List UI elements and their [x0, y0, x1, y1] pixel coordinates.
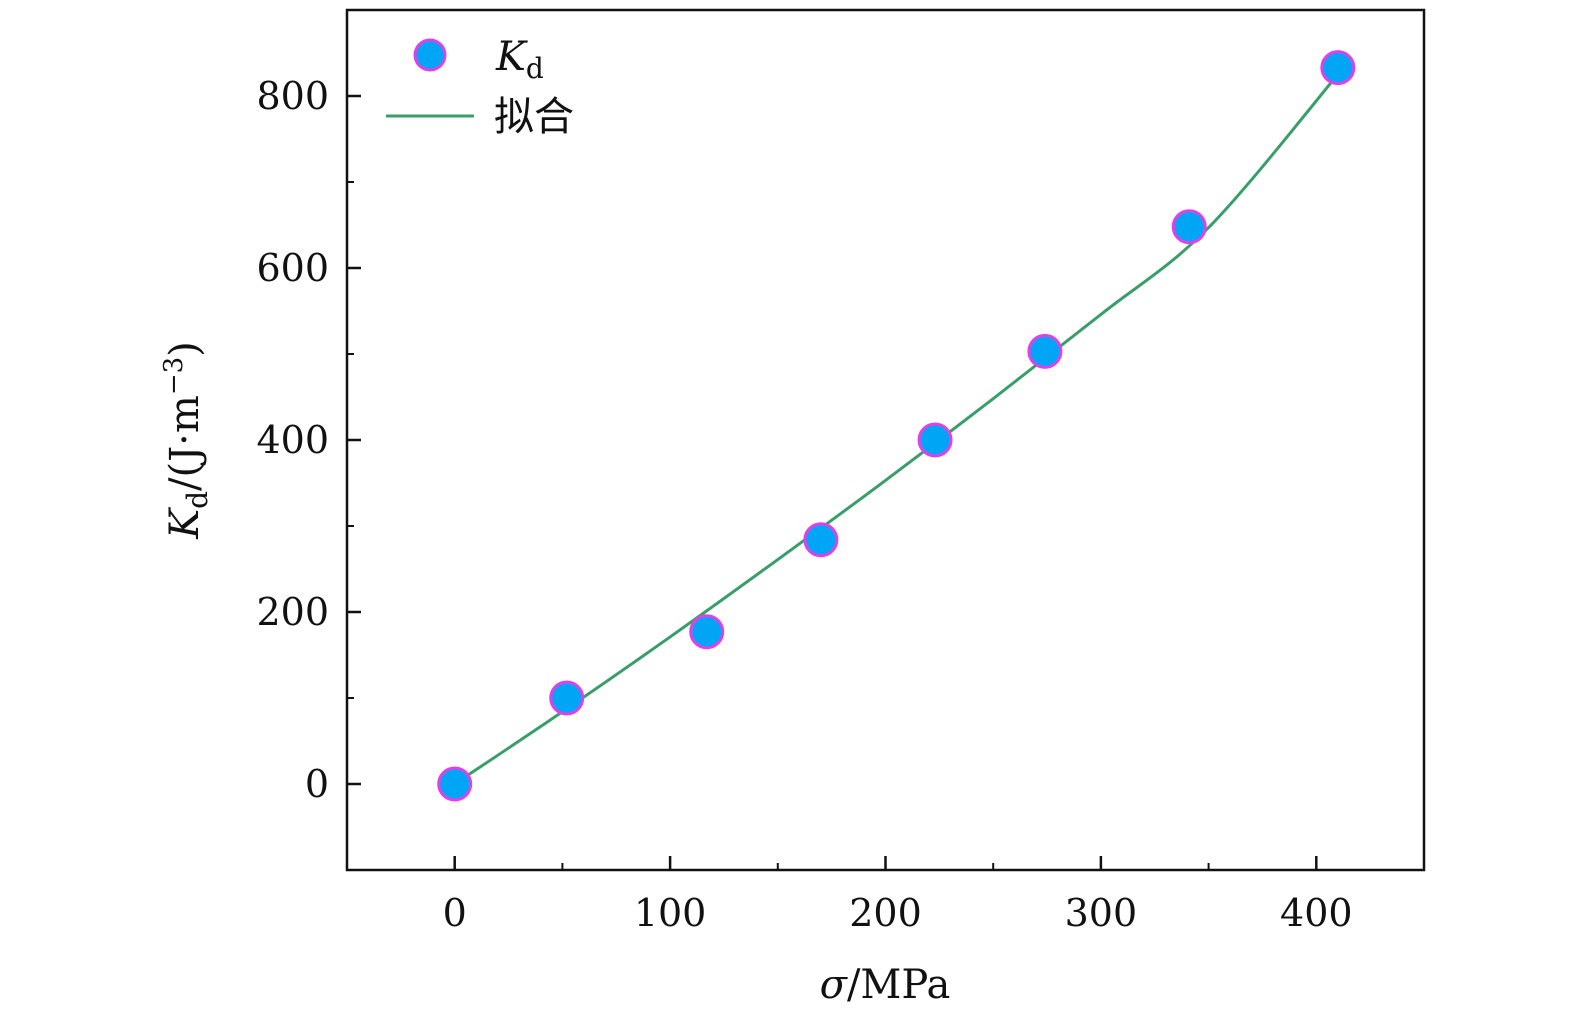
y-axis-superscript: −3	[159, 357, 189, 395]
y-axis-title: Kd/(J·m−3)	[159, 341, 214, 540]
x-tick-label: 400	[1280, 891, 1353, 935]
fit-line	[453, 73, 1339, 786]
y-tick-label: 0	[305, 762, 329, 806]
y-tick-label: 200	[256, 590, 329, 634]
data-point	[549, 680, 585, 716]
x-tick-label: 100	[634, 891, 707, 935]
legend: Kd 拟合	[386, 34, 574, 140]
y-tick-label: 800	[256, 74, 329, 118]
legend-kd-symbol: K	[495, 34, 528, 80]
y-axis-subscript: d	[181, 491, 214, 509]
x-tick-label: 300	[1065, 891, 1138, 935]
data-point	[917, 422, 953, 458]
data-point	[437, 766, 473, 802]
legend-marker-kd	[413, 38, 447, 72]
x-axis-unit: /MPa	[847, 962, 950, 1008]
data-point	[1171, 209, 1207, 245]
x-axis-ticks: 0 100 200 300 400	[443, 856, 1353, 935]
x-axis-title: σ/MPa	[820, 962, 951, 1008]
data-point	[1320, 50, 1356, 86]
x-tick-label: 0	[443, 891, 467, 935]
data-point	[1027, 333, 1063, 369]
y-tick-label: 400	[256, 418, 329, 462]
legend-kd-subscript: d	[526, 52, 544, 85]
data-point	[803, 522, 839, 558]
legend-label-fit: 拟合	[494, 94, 574, 140]
y-axis-ticks: 0 200 400 600 800	[256, 74, 361, 806]
data-point	[689, 614, 725, 650]
legend-label-kd: Kd	[495, 34, 544, 85]
y-axis-symbol: K	[162, 507, 208, 540]
data-points	[437, 50, 1356, 802]
x-axis-symbol: σ	[820, 962, 849, 1008]
y-tick-label: 600	[256, 246, 329, 290]
y-axis-unit: /(J·m	[162, 395, 208, 491]
y-axis-close: )	[162, 341, 208, 357]
x-tick-label: 200	[849, 891, 922, 935]
